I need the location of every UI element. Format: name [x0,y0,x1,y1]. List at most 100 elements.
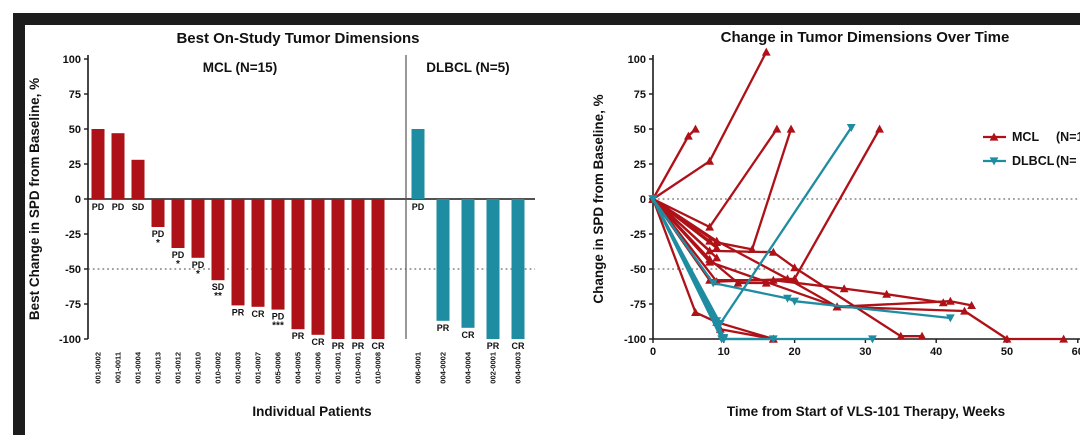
series-marker [882,289,892,298]
series-line-mcl [652,198,1064,341]
response-label: PD [92,202,105,212]
series-marker [896,331,906,340]
bar-001-0007 [251,199,265,307]
series-marker [684,131,693,140]
response-label: PD [152,229,165,239]
series-line-mcl [652,198,972,308]
series-marker [768,275,778,284]
response-label: PD [412,202,425,212]
response-label: PD [172,250,185,260]
series-marker [960,306,969,315]
response-label: SD [132,202,145,212]
response-label: SD [212,282,225,292]
patient-id-label: 001-0003 [234,352,243,384]
y-tick-label: -75 [65,299,81,311]
waterfall-chart: Best On-Study Tumor Dimensions Best Chang… [27,30,535,419]
series-marker [945,314,955,323]
bar-001-0006 [311,199,325,335]
patient-id-label: 010-0008 [374,352,383,384]
response-label: PR [437,323,450,333]
series-marker [790,263,799,272]
series-line-mcl [652,51,768,200]
bar-010-0002 [211,199,225,281]
patient-id-label: 001-0010 [194,352,203,384]
footnote-marker: ** [214,291,222,302]
patient-id-label: 001-0006 [314,352,323,384]
bar-005-0006 [271,199,285,310]
series-marker [768,247,778,256]
series-marker [945,296,955,305]
patient-id-label: 004-0005 [294,352,303,384]
patient-id-label: 001-0011 [114,352,123,383]
series-marker [712,317,722,326]
series-marker [761,47,771,56]
series-marker [772,124,782,133]
group-label-mcl: MCL (N=15) [203,60,277,75]
y-tick-label: -50 [65,264,81,276]
series-marker [783,294,792,303]
bar-001-0013 [151,199,165,227]
patient-id-label: 001-0002 [94,352,103,384]
response-label: PD [192,260,205,270]
patient-id-label: 001-0012 [174,352,183,384]
bar-004-0003 [511,199,525,339]
patient-id-label: 004-0003 [514,352,523,384]
legend-label: MCL [1012,130,1039,144]
x-tick-label: 60 [1072,346,1080,358]
response-label: CR [372,341,385,351]
patient-id-label: 001-0001 [334,352,343,384]
y-tick-label: -100 [59,334,81,346]
bar-004-0005 [291,199,305,330]
series-marker [708,279,718,288]
x-tick-label: 10 [718,346,730,358]
series-marker [790,297,799,306]
series-marker [648,195,658,204]
legend-label: DLBCL [1012,154,1055,168]
x-tick-label: 20 [788,346,800,358]
footnote-marker: * [176,259,180,270]
patient-id-label: 004-0002 [439,352,448,384]
y-tick-label: -50 [630,264,646,276]
series-marker [1059,334,1069,343]
series-line-mcl [652,198,718,259]
series-marker [705,222,715,231]
spider-x-axis-label: Time from Start of VLS-101 Therapy, Week… [727,404,1005,419]
series-marker [705,254,715,263]
response-label: PR [232,307,245,317]
bar-010-0008 [371,199,385,339]
series-line-mcl [651,198,774,341]
series-line-mcl [652,128,793,251]
bar-001-0004 [131,159,145,199]
spider-chart: Change in Tumor Dimensions Over Time Chan… [591,29,1080,419]
bar-001-0011 [111,133,125,199]
patient-id-label: 001-0007 [254,352,263,384]
patient-id-label: 004-0004 [464,351,473,384]
x-tick-label: 30 [859,346,871,358]
series-marker [712,253,722,262]
bar-004-0002 [436,199,450,321]
y-tick-label: 100 [628,54,646,66]
patient-id-label: 002-0001 [489,352,498,384]
bar-010-0001 [351,199,365,339]
series-marker [783,274,792,283]
y-tick-label: 75 [69,89,81,101]
patient-id-label: 005-0006 [274,352,283,384]
bar-001-0001 [331,199,345,339]
series-marker [868,335,877,344]
patient-id-label: 001-0004 [134,351,143,384]
x-tick-label: 0 [650,346,656,358]
y-tick-label: -25 [65,229,81,241]
response-label: CR [312,337,325,347]
slide-frame-left [13,13,25,435]
footnote-marker: * [156,238,160,249]
series-marker [705,156,715,165]
response-label: PR [332,341,345,351]
y-tick-label: 100 [63,54,81,66]
response-label: PR [487,341,500,351]
x-tick-label: 50 [1001,346,1013,358]
y-tick-label: 0 [640,194,646,206]
series-marker [733,278,743,287]
series-marker [691,124,700,133]
response-label: PR [352,341,365,351]
